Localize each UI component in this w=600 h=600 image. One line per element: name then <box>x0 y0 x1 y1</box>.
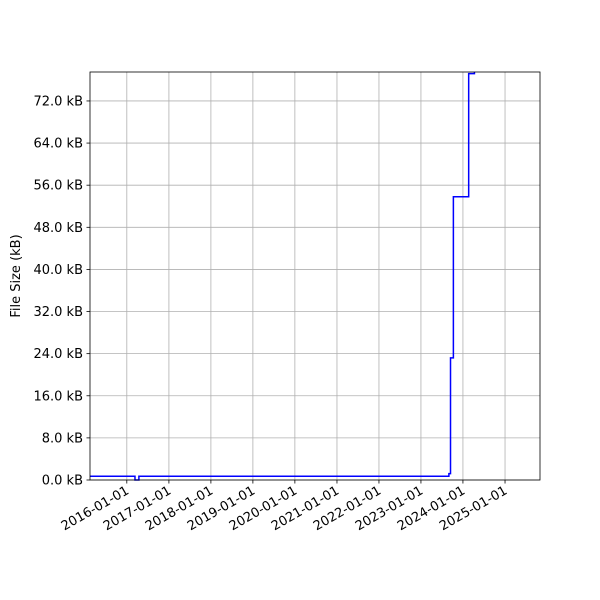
y-tick-label: 64.0 kB <box>33 137 83 152</box>
y-tick-label: 8.0 kB <box>42 431 83 446</box>
y-tick-labels: 0.0 kB 8.0 kB 16.0 kB 24.0 kB 32.0 kB 40.0 kB… <box>33 94 83 488</box>
y-tick-label: 16.0 kB <box>33 389 83 404</box>
y-tick-label: 48.0 kB <box>33 221 83 236</box>
y-tick-label: 56.0 kB <box>33 179 83 194</box>
plot-frame <box>89 71 541 481</box>
y-tick-label: 72.0 kB <box>33 94 83 109</box>
series-line-file-size <box>90 72 476 481</box>
tick-marks <box>86 100 506 484</box>
y-tick-label: 32.0 kB <box>33 305 83 320</box>
y-axis-label: File Size (kB) <box>9 234 24 317</box>
y-tick-label: 40.0 kB <box>33 263 83 278</box>
y-tick-label: 0.0 kB <box>42 474 83 489</box>
grid-lines <box>90 72 540 481</box>
y-tick-label: 24.0 kB <box>33 347 83 362</box>
plot-area <box>90 72 540 480</box>
